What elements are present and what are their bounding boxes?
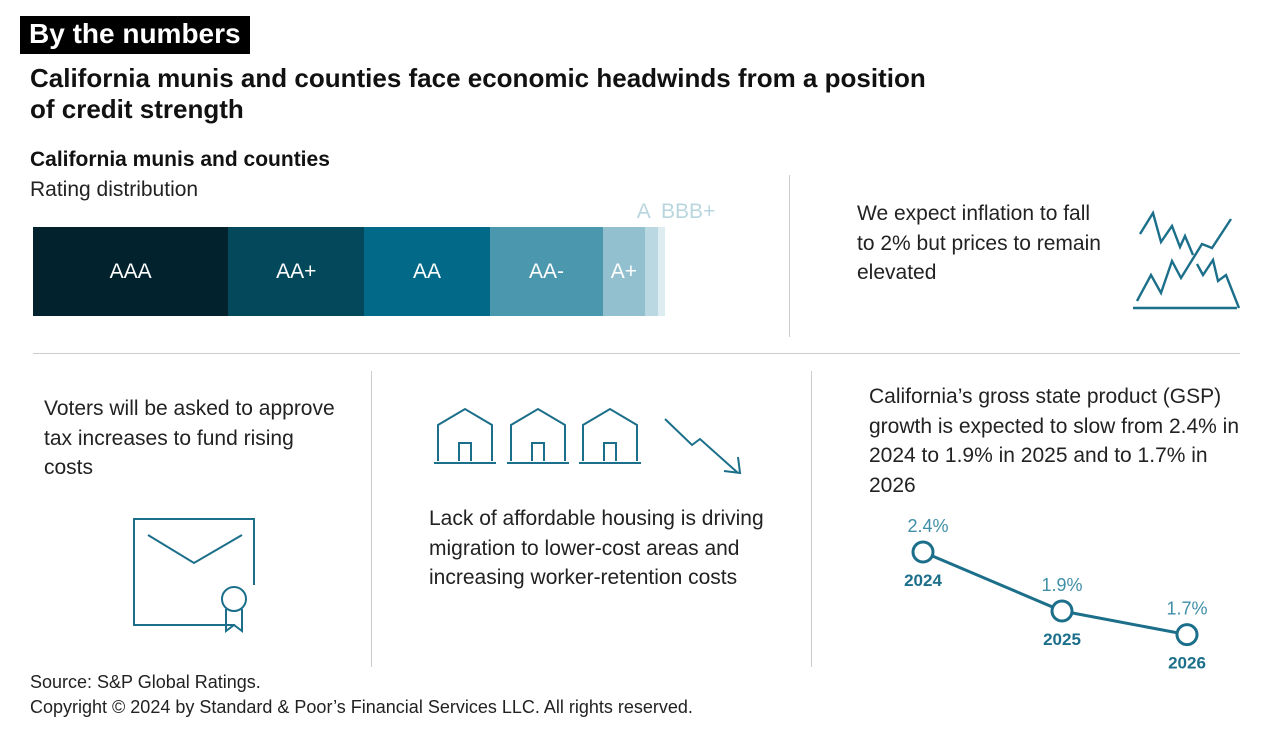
segment-label: A [636, 200, 651, 223]
copyright-note: Copyright © 2024 by Standard & Poor’s Fi… [30, 697, 693, 717]
headline: California munis and counties face econo… [30, 63, 926, 124]
value-label: 1.9% [1041, 575, 1082, 595]
segment-label: AA [413, 259, 442, 283]
gsp-point-2024 [911, 540, 935, 564]
bar-segment-aa-minus: AA- [489, 227, 604, 316]
gsp-line-chart: 2.4% 2024 1.9% 2025 1.7% 2026 [904, 516, 1207, 673]
section-tag: By the numbers [20, 16, 250, 54]
divider [789, 175, 790, 337]
ballot-certificate-icon [133, 518, 255, 633]
year-label: 2025 [1043, 630, 1081, 649]
rating-title: California munis and counties [30, 148, 330, 171]
value-label: 1.7% [1166, 599, 1207, 619]
year-label: 2026 [1168, 654, 1206, 673]
inflation-text: We expect inflation to fall to 2% but pr… [857, 202, 1101, 284]
price-chart-icon [1133, 210, 1240, 310]
bar-segment-aa-plus: AA+ [228, 227, 365, 316]
divider [33, 353, 1240, 354]
housing-text: Lack of affordable housing is driving mi… [429, 507, 764, 589]
bar-segment-bbb-plus [658, 227, 665, 316]
segment-label: AA+ [276, 259, 317, 283]
segment-label: A+ [610, 259, 638, 283]
gsp-point-2026 [1175, 623, 1199, 647]
segment-label: AA- [528, 259, 564, 283]
houses-decline-icon [434, 407, 742, 475]
gsp-point-2025 [1050, 599, 1074, 623]
divider [811, 371, 812, 667]
rating-subtitle: Rating distribution [30, 178, 199, 201]
bar-segment-a-plus: A+ [603, 227, 645, 316]
year-label: 2024 [904, 571, 942, 590]
bar-segment-a [644, 227, 659, 316]
bar-segment-aaa: AAA [33, 227, 229, 316]
gsp-text: California’s gross state product (GSP) g… [869, 385, 1240, 497]
segment-label: BBB+ [661, 200, 716, 223]
segment-label: AAA [109, 259, 152, 283]
divider [371, 371, 372, 667]
bar-segment-aa: AA [364, 227, 490, 316]
source-note: Source: S&P Global Ratings. [30, 672, 261, 692]
value-label: 2.4% [907, 516, 948, 536]
voters-text: Voters will be asked to approve tax incr… [44, 397, 335, 479]
